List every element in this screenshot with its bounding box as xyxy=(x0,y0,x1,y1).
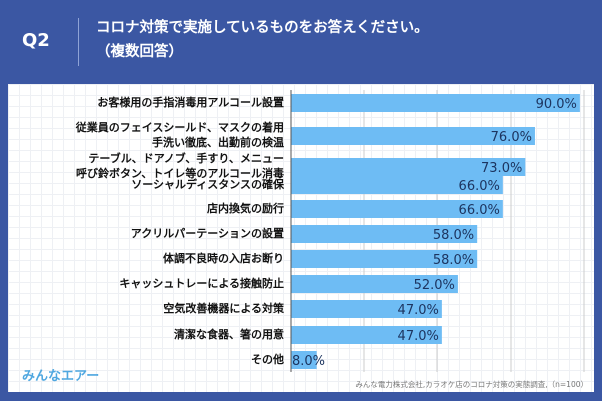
bar xyxy=(291,200,503,218)
bar xyxy=(291,275,458,293)
category-label: ソーシャルディスタンスの確保 xyxy=(131,177,284,191)
category-label: アクリルパーテーションの設置 xyxy=(130,226,284,240)
category-label: 空気改善機器による対策 xyxy=(163,301,284,315)
category-label: お客様用の手指消毒用アルコール設置 xyxy=(97,95,284,109)
bar xyxy=(291,351,317,369)
category-label: テーブル、ドアノブ、手すり、メニュー 呼び鈴ボタン、トイレ等のアルコール消毒 xyxy=(75,152,284,180)
category-label: その他 xyxy=(251,352,284,366)
bar xyxy=(291,250,478,268)
value-label: 52.0% xyxy=(414,278,455,293)
bar xyxy=(291,225,478,243)
bar xyxy=(291,158,526,176)
value-label: 73.0% xyxy=(481,161,522,176)
value-label: 8.0% xyxy=(292,354,325,369)
logo: みんなエアー xyxy=(22,369,100,384)
category-label: 清潔な食器、箸の用意 xyxy=(174,327,284,341)
category-label: 従業員のフェイスシールド、マスクの着用 手洗い徹底、出勤前の検温 xyxy=(75,121,284,149)
divider xyxy=(78,18,79,66)
category-label: 店内換気の励行 xyxy=(207,201,284,215)
category-label: キャッシュトレーによる接触防止 xyxy=(119,276,284,290)
value-label: 47.0% xyxy=(398,303,439,318)
value-label: 76.0% xyxy=(491,130,532,145)
bar xyxy=(291,176,503,194)
bar xyxy=(291,300,442,318)
value-label: 90.0% xyxy=(536,97,577,112)
source-note: みんな電力株式会社,カラオケ店のコロナ対策の実態調査,（n=100） xyxy=(355,380,588,389)
value-label: 66.0% xyxy=(459,179,500,194)
bar xyxy=(291,326,442,344)
title-line-1: コロナ対策で実施しているものをお答えください。 xyxy=(96,20,429,36)
title-line-2: （複数回答） xyxy=(96,44,183,60)
value-label: 58.0% xyxy=(433,228,474,243)
category-label: 体調不良時の入店お断り xyxy=(163,251,284,265)
question-number: Q2 xyxy=(22,30,50,51)
value-label: 58.0% xyxy=(433,253,474,268)
bar xyxy=(291,127,535,145)
value-label: 47.0% xyxy=(398,329,439,344)
value-label: 66.0% xyxy=(459,203,500,218)
bar xyxy=(291,94,580,112)
chart-title: コロナ対策で実施しているものをお答えください。 （複数回答） xyxy=(96,16,429,64)
